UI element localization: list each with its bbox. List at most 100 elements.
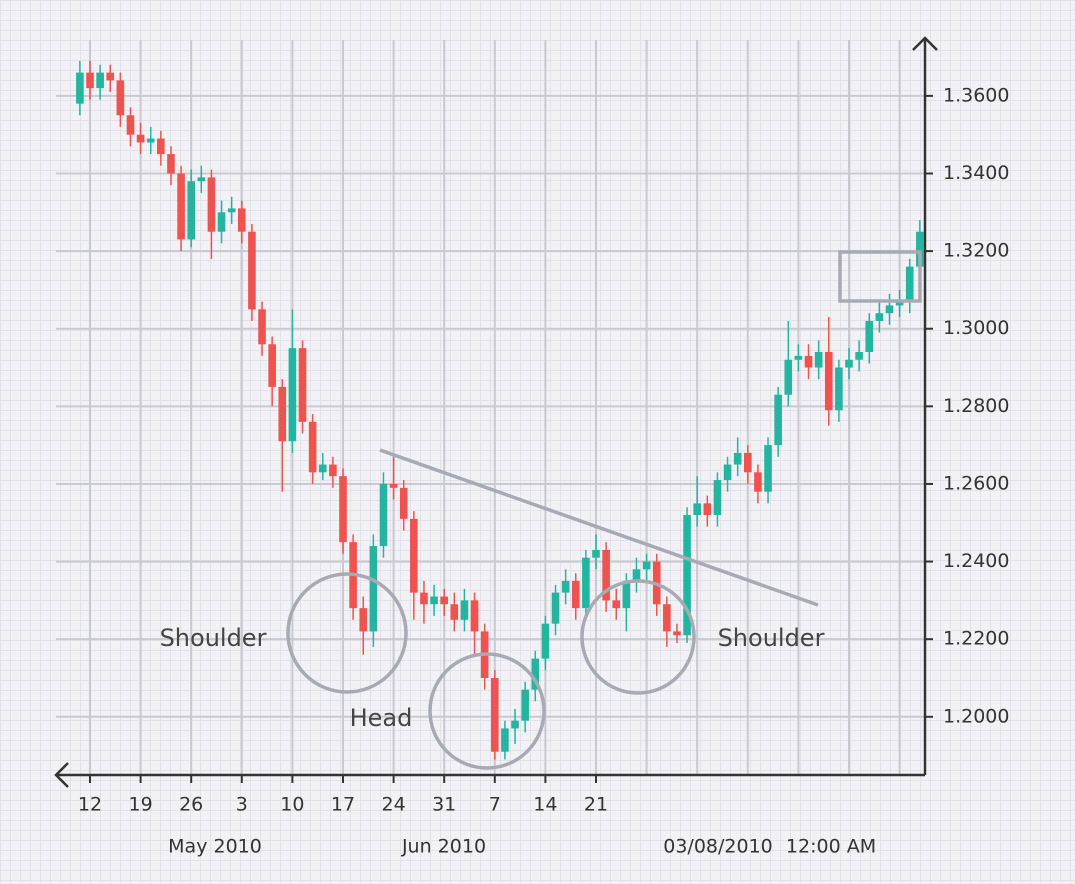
annotation: Head bbox=[350, 704, 413, 732]
candle-body bbox=[824, 352, 833, 411]
y-tick-label: 1.2200 bbox=[943, 628, 1009, 650]
candle-body bbox=[541, 623, 550, 659]
breakout-box bbox=[838, 250, 922, 303]
candle-body bbox=[248, 231, 256, 310]
x-tick-label: 12 bbox=[78, 794, 102, 816]
candle-body bbox=[86, 72, 94, 89]
candle-body bbox=[278, 386, 287, 442]
candle-body bbox=[521, 689, 529, 721]
candle-body bbox=[258, 309, 266, 345]
candle-body bbox=[501, 728, 509, 752]
candle-body bbox=[491, 677, 499, 752]
candle-body bbox=[238, 208, 246, 232]
candle-body bbox=[217, 212, 226, 232]
candle-body bbox=[288, 348, 297, 442]
candle-body bbox=[410, 518, 418, 593]
x-axis-arrow bbox=[54, 762, 69, 788]
candle-body bbox=[551, 592, 560, 624]
neckline bbox=[379, 448, 819, 607]
head-circle bbox=[428, 652, 546, 770]
candle-body bbox=[157, 138, 165, 155]
candle-body bbox=[622, 580, 631, 609]
y-tick-label: 1.2400 bbox=[943, 550, 1009, 572]
x-tick-label: 24 bbox=[382, 794, 406, 816]
x-tick-label: 3 bbox=[236, 794, 248, 816]
shoulder-circle bbox=[286, 572, 408, 694]
date-label: 03/08/2010 bbox=[663, 836, 773, 858]
candle-body bbox=[197, 177, 206, 182]
candle-body bbox=[693, 503, 701, 515]
x-tick-label: 10 bbox=[280, 794, 304, 816]
annotation: Shoulder bbox=[718, 624, 825, 652]
candle-body bbox=[804, 355, 813, 368]
candle-body bbox=[602, 549, 610, 601]
y-tick-label: 1.3200 bbox=[943, 240, 1009, 262]
candle-body bbox=[511, 720, 519, 729]
candle-body bbox=[298, 348, 307, 422]
candle-body bbox=[571, 580, 580, 609]
candle-body bbox=[339, 476, 347, 543]
candle-body bbox=[268, 344, 276, 387]
x-tick-label: 14 bbox=[533, 794, 557, 816]
y-tick-label: 1.2600 bbox=[943, 472, 1009, 494]
grid bbox=[56, 40, 933, 783]
time-label: 12:00 AM bbox=[786, 836, 876, 858]
candle-body bbox=[96, 72, 104, 89]
x-tick-label: 17 bbox=[331, 794, 355, 816]
candle-body bbox=[855, 352, 863, 360]
candle-body bbox=[713, 480, 722, 515]
candle-body bbox=[642, 561, 651, 570]
candle-body bbox=[663, 604, 671, 632]
candle-body bbox=[116, 80, 125, 116]
candle-body bbox=[308, 421, 317, 473]
y-tick-label: 1.3000 bbox=[943, 317, 1009, 339]
candle-body bbox=[916, 231, 924, 267]
y-tick-label: 1.3600 bbox=[943, 84, 1009, 106]
candle-body bbox=[561, 580, 570, 593]
candle-body bbox=[905, 266, 914, 302]
candle-body bbox=[136, 134, 145, 143]
x-tick-label: 7 bbox=[489, 794, 501, 816]
candle-body bbox=[379, 483, 388, 547]
candle-body bbox=[359, 608, 368, 632]
candle-body bbox=[318, 464, 327, 473]
candle-body bbox=[592, 549, 600, 558]
candle-body bbox=[450, 604, 459, 620]
candle-body bbox=[733, 452, 742, 465]
candle-body bbox=[632, 569, 641, 581]
candle-body bbox=[814, 352, 823, 368]
candle-body bbox=[399, 487, 408, 519]
month-label: May 2010 bbox=[168, 836, 262, 858]
shoulder-circle bbox=[580, 579, 696, 695]
y-tick-label: 1.3400 bbox=[943, 162, 1009, 184]
candle-body bbox=[703, 503, 712, 515]
candle-body bbox=[146, 138, 155, 143]
month-label: Jun 2010 bbox=[401, 836, 486, 858]
x-tick-label: 31 bbox=[432, 794, 456, 816]
candle-body bbox=[582, 557, 590, 609]
candle-body bbox=[774, 394, 782, 446]
candle-body bbox=[754, 472, 762, 492]
candle-body bbox=[460, 600, 469, 620]
candle-body bbox=[784, 359, 793, 395]
candle-body bbox=[723, 464, 732, 481]
x-tick-label: 26 bbox=[179, 794, 203, 816]
candle-body bbox=[106, 72, 115, 81]
candle-body bbox=[369, 546, 378, 632]
candle-body bbox=[673, 631, 681, 636]
y-tick-label: 1.2800 bbox=[943, 395, 1009, 417]
candle-body bbox=[389, 483, 398, 488]
candle-body bbox=[865, 320, 874, 353]
candle-body bbox=[612, 600, 621, 609]
candle-body bbox=[794, 355, 803, 360]
candle-body bbox=[420, 592, 428, 605]
candle-body bbox=[187, 181, 195, 240]
candle-body bbox=[835, 367, 843, 411]
candle-body bbox=[167, 154, 175, 174]
annotation: Shoulder bbox=[160, 624, 267, 652]
x-tick-label: 21 bbox=[584, 794, 608, 816]
x-tick-label: 19 bbox=[129, 794, 153, 816]
candle-body bbox=[329, 464, 337, 477]
